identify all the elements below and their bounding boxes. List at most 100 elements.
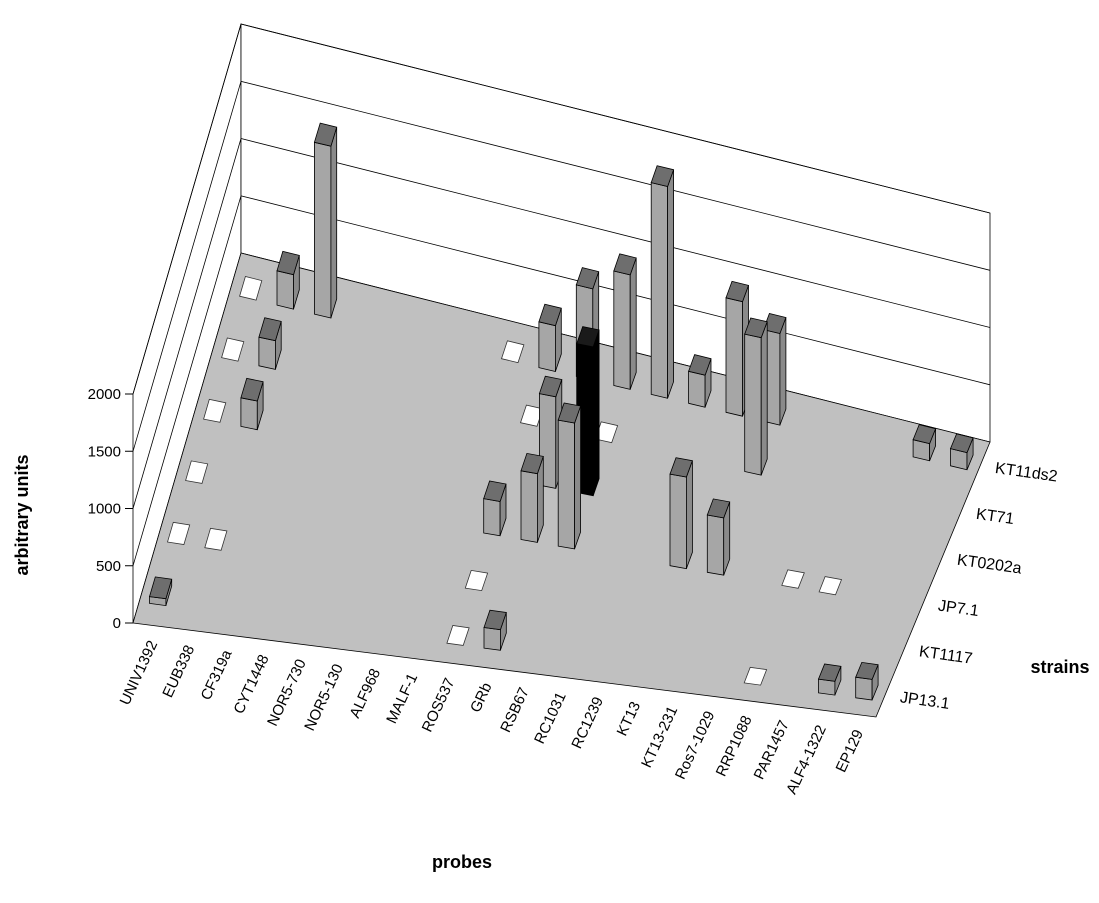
empty-cell-marker: [185, 460, 209, 484]
bar-top-face: [557, 402, 582, 424]
bar-side-face: [592, 329, 600, 496]
bar-top-face: [148, 576, 173, 600]
bar-top-face: [650, 165, 675, 187]
strain-label: JP7.1: [937, 598, 980, 621]
probe-label: ALF4-1322: [783, 723, 830, 797]
bar-front-face: [557, 419, 575, 550]
bar-top-face: [575, 267, 600, 290]
bar-front-face: [744, 333, 762, 476]
probe-label: GRb: [467, 680, 495, 715]
bar-front-face: [483, 627, 501, 651]
value-tick-label: 0: [113, 615, 121, 632]
empty-cell-marker: [781, 569, 805, 589]
probe-label: CF319a: [198, 647, 236, 703]
bar-top-face: [706, 498, 731, 519]
bar-side-face: [686, 460, 693, 569]
bar-side-face: [330, 127, 338, 319]
bar-front-face: [855, 676, 873, 701]
probe-label: ROS537: [419, 676, 459, 735]
probe-label: RC1239: [568, 694, 607, 751]
probe-label: PAR1457: [751, 718, 793, 782]
bar-top-face: [538, 303, 562, 327]
chart-walls: [132, 23, 991, 624]
bar-front-face: [706, 514, 725, 576]
strain-label: JP13.1: [899, 689, 951, 713]
strain-label: KT1117: [918, 643, 974, 667]
empty-cell-marker: [446, 625, 470, 646]
probe-label: KT13: [614, 699, 645, 739]
value-tick-label: 1000: [88, 501, 121, 518]
bar-top-face: [669, 457, 693, 478]
bar-top-face: [483, 480, 507, 502]
bar-EP129-JP13.1: [855, 661, 879, 701]
probe-label: UNIV1392: [117, 638, 162, 708]
bar-top-face: [744, 317, 768, 339]
bar-GRb-JP13.1: [483, 609, 507, 651]
probe-label: RC1031: [531, 690, 570, 747]
empty-cell-marker: [221, 337, 245, 362]
probe-label: RSB67: [497, 685, 532, 735]
bar-front-face: [538, 321, 556, 373]
bar-KT13-JP7.1: [669, 457, 693, 570]
strain-label: KT11ds2: [994, 460, 1059, 486]
empty-cell-marker: [166, 521, 191, 545]
probe-label: ALF968: [347, 666, 385, 721]
value-tick-label: 500: [96, 558, 121, 575]
empty-cell-marker: [500, 340, 525, 364]
value-tick-label: 1500: [88, 443, 121, 460]
value-axis: 0 500 1000 1500 2000: [88, 386, 133, 632]
bar-RSB67-KT11ds2: [613, 253, 637, 390]
bar-side-face: [629, 257, 637, 390]
bar-top-face: [688, 354, 712, 376]
gridline: [132, 23, 991, 395]
empty-cell-marker: [204, 527, 228, 551]
bar-front-face: [276, 270, 294, 310]
bar-top-face: [762, 313, 787, 334]
bar-EP129-KT11ds2: [949, 433, 974, 471]
empty-cell-marker: [818, 576, 843, 596]
bar-front-face: [258, 336, 276, 370]
bar-side-face: [667, 169, 674, 399]
chart-empty-cells: [166, 276, 843, 686]
bar-front-face: [725, 297, 743, 417]
bar-EUB338-KT71: [258, 317, 282, 370]
bar-top-face: [855, 661, 879, 680]
bar-front-face: [688, 370, 706, 408]
bar-top-face: [276, 250, 300, 276]
bar-front-face: [520, 470, 538, 543]
strain-label: KT0202a: [956, 552, 1023, 578]
bar-ALF4-1322-JP13.1: [817, 663, 842, 696]
bar-KT13-231-KT71: [744, 317, 768, 476]
empty-cell-marker: [743, 666, 768, 686]
probe-label: NOR5-730: [264, 657, 310, 729]
bar-ALF4-1322-KT11ds2: [912, 424, 937, 462]
bar-front-face: [650, 182, 668, 399]
bar-front-face: [613, 270, 631, 390]
bar-ROS537-JP7.1: [483, 480, 507, 537]
probe-label: KT13-231: [638, 704, 681, 771]
bar-KT13-231-JP7.1: [706, 498, 731, 576]
z-axis-title: strains: [1030, 657, 1089, 677]
bar-UNIV1392-JP13.1: [148, 576, 173, 607]
bar-top-face: [538, 375, 563, 398]
bar-top-face: [817, 663, 842, 682]
bar-front-face: [313, 141, 332, 319]
strain-axis-labels: JP13.1 KT1117 JP7.1 KT0202a KT71 KT11ds2: [899, 460, 1059, 713]
bar-top-face: [949, 433, 974, 454]
probe-label: Ros7-1029: [672, 708, 718, 782]
bar-top-face: [912, 424, 937, 445]
bar-top-face: [520, 452, 544, 475]
bar-side-face: [574, 405, 581, 550]
probe-label: EP129: [833, 727, 867, 775]
probe-label: CYT1448: [230, 652, 272, 717]
bar-top-face: [576, 326, 600, 348]
bar-top-face: [483, 609, 507, 631]
strain-label: KT71: [975, 506, 1015, 528]
bar-EUB338-KT0202a: [240, 377, 264, 431]
bar-top-face: [613, 253, 637, 276]
probe-label: NOR5-130: [301, 661, 347, 733]
bar-top-face: [313, 122, 338, 147]
bar-RC1031-KT11ds2: [650, 165, 675, 399]
bar-side-face: [779, 317, 787, 426]
